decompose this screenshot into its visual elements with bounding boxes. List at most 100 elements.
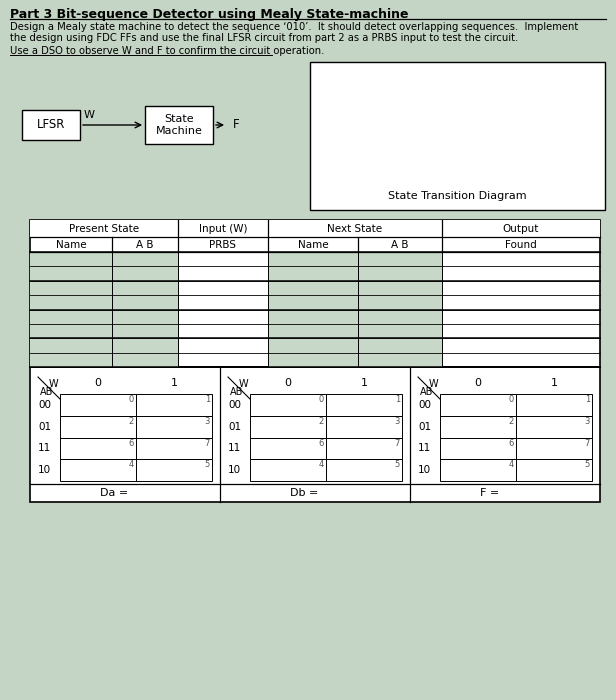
Text: Name: Name — [298, 239, 328, 249]
Text: Db =: Db = — [290, 488, 318, 498]
Bar — [250, 416, 326, 438]
Text: 00: 00 — [38, 400, 51, 410]
Text: 2: 2 — [129, 416, 134, 426]
Bar — [268, 338, 442, 353]
Text: LFSR: LFSR — [37, 118, 65, 132]
Bar — [30, 220, 600, 367]
Text: W: W — [428, 379, 438, 389]
Text: 1: 1 — [395, 395, 400, 404]
Text: 0: 0 — [509, 395, 514, 404]
Bar — [250, 438, 326, 459]
Text: W: W — [238, 379, 248, 389]
Bar — [250, 394, 326, 416]
Text: 01: 01 — [38, 421, 51, 432]
Text: AB: AB — [40, 387, 54, 397]
Text: 7: 7 — [205, 438, 210, 447]
Text: AB: AB — [230, 387, 243, 397]
Bar — [516, 416, 592, 438]
Text: A B: A B — [391, 239, 409, 249]
Bar — [30, 324, 178, 338]
Text: 10: 10 — [38, 465, 51, 475]
Bar — [440, 416, 516, 438]
Text: State
Machine: State Machine — [156, 114, 203, 136]
Text: Next State: Next State — [328, 223, 383, 234]
Bar — [30, 252, 178, 267]
Text: W: W — [84, 110, 95, 120]
Text: 10: 10 — [418, 465, 431, 475]
Text: Part 3 Bit-sequence Detector using Mealy State-machine: Part 3 Bit-sequence Detector using Mealy… — [10, 8, 408, 21]
Text: AB: AB — [420, 387, 434, 397]
Text: 01: 01 — [228, 421, 241, 432]
Text: F =: F = — [480, 488, 499, 498]
Text: 10: 10 — [228, 465, 241, 475]
Text: 5: 5 — [585, 461, 590, 469]
Bar — [30, 267, 178, 281]
Bar — [30, 220, 600, 237]
Text: Present State: Present State — [69, 223, 139, 234]
Text: 0: 0 — [285, 378, 291, 388]
Text: 00: 00 — [418, 400, 431, 410]
Text: 3: 3 — [585, 416, 590, 426]
Bar — [326, 416, 402, 438]
Text: 11: 11 — [228, 443, 241, 454]
Text: 2: 2 — [318, 416, 324, 426]
Bar — [60, 394, 136, 416]
Bar — [60, 416, 136, 438]
Bar — [268, 281, 442, 295]
Bar — [30, 353, 178, 367]
Bar — [440, 394, 516, 416]
Text: 4: 4 — [509, 461, 514, 469]
Bar — [60, 438, 136, 459]
Text: Name: Name — [55, 239, 86, 249]
Bar — [326, 438, 402, 459]
Text: 1: 1 — [551, 378, 557, 388]
Text: Input (W): Input (W) — [199, 223, 247, 234]
Text: 1: 1 — [585, 395, 590, 404]
Bar — [268, 309, 442, 324]
Text: Design a Mealy state machine to detect the sequence ‘010’.  It should detect ove: Design a Mealy state machine to detect t… — [10, 22, 578, 32]
Bar — [326, 394, 402, 416]
Bar — [30, 338, 178, 353]
Text: the design using FDC FFs and use the final LFSR circuit from part 2 as a PRBS in: the design using FDC FFs and use the fin… — [10, 33, 518, 43]
Text: 6: 6 — [129, 438, 134, 447]
Bar — [136, 394, 212, 416]
Text: 6: 6 — [509, 438, 514, 447]
Text: 1: 1 — [360, 378, 368, 388]
Bar — [326, 459, 402, 481]
Bar — [136, 459, 212, 481]
Bar — [268, 252, 442, 267]
Text: 11: 11 — [38, 443, 51, 454]
Bar — [60, 459, 136, 481]
Text: 0: 0 — [129, 395, 134, 404]
Bar — [440, 459, 516, 481]
Text: 5: 5 — [205, 461, 210, 469]
Bar — [145, 106, 213, 144]
Bar — [268, 295, 442, 309]
Text: State Transition Diagram: State Transition Diagram — [388, 191, 527, 201]
Text: 3: 3 — [205, 416, 210, 426]
Text: 2: 2 — [509, 416, 514, 426]
Text: 0: 0 — [94, 378, 102, 388]
Bar — [516, 438, 592, 459]
Bar — [30, 295, 178, 309]
Text: 1: 1 — [171, 378, 177, 388]
Bar — [516, 394, 592, 416]
Text: 4: 4 — [129, 461, 134, 469]
Text: 01: 01 — [418, 421, 431, 432]
Bar — [30, 309, 178, 324]
Text: F: F — [233, 118, 240, 132]
Bar — [30, 367, 600, 502]
Bar — [136, 416, 212, 438]
Text: W: W — [49, 379, 58, 389]
Bar — [440, 438, 516, 459]
Bar — [268, 353, 442, 367]
Text: 5: 5 — [395, 461, 400, 469]
Text: 3: 3 — [395, 416, 400, 426]
Bar — [516, 459, 592, 481]
Text: Output: Output — [503, 223, 539, 234]
Text: Found: Found — [505, 239, 537, 249]
Text: 0: 0 — [474, 378, 482, 388]
Bar — [268, 324, 442, 338]
Text: 7: 7 — [585, 438, 590, 447]
Text: 1: 1 — [205, 395, 210, 404]
